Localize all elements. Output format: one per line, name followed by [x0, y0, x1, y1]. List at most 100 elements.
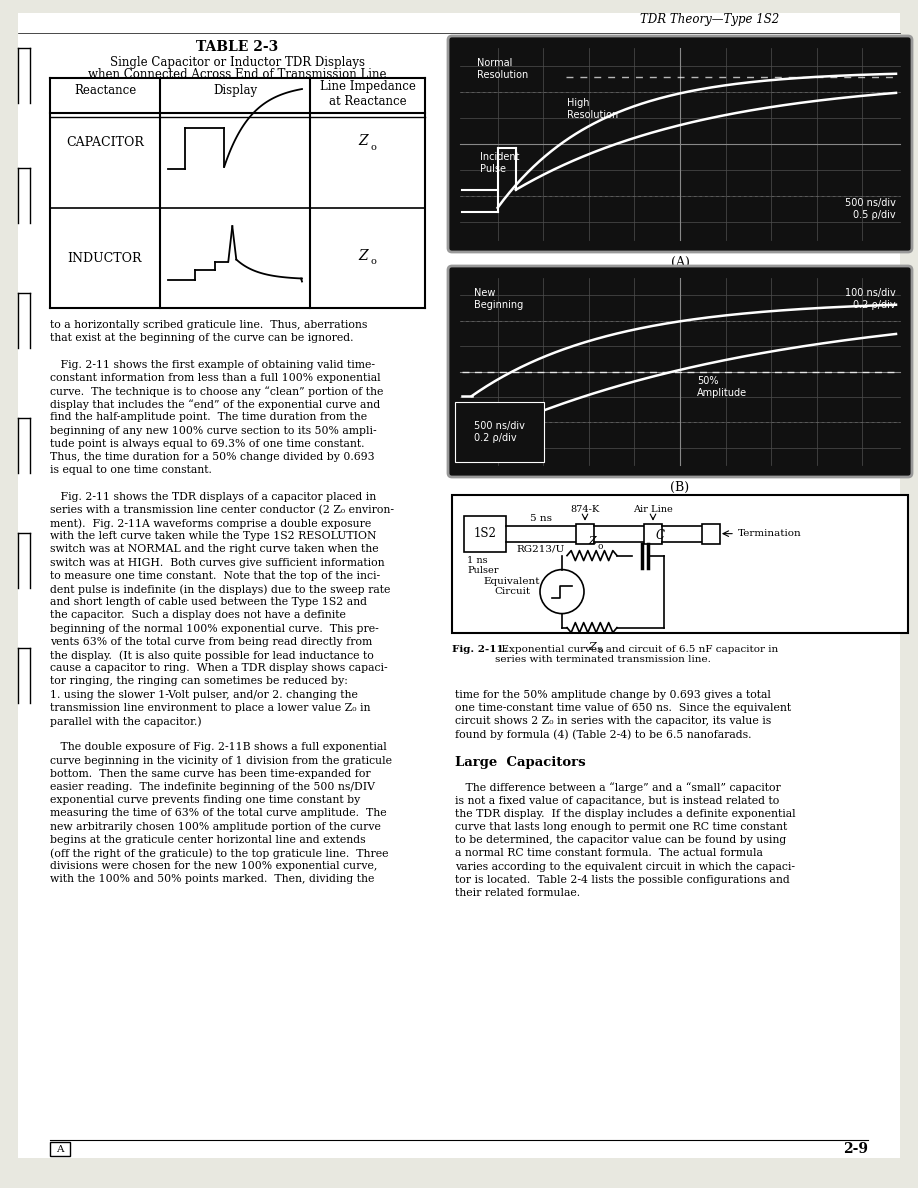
Text: the display.  (It is also quite possible for lead inductance to: the display. (It is also quite possible … — [50, 650, 374, 661]
Text: (B): (B) — [670, 481, 689, 494]
Text: new arbitrarily chosen 100% amplitude portion of the curve: new arbitrarily chosen 100% amplitude po… — [50, 822, 381, 832]
Text: INDUCTOR: INDUCTOR — [68, 252, 142, 265]
Text: switch was at HIGH.  Both curves give sufficient information: switch was at HIGH. Both curves give suf… — [50, 557, 385, 568]
Bar — [702, 524, 720, 544]
Text: and short length of cable used between the Type 1S2 and: and short length of cable used between t… — [50, 598, 367, 607]
Text: with the left curve taken while the Type 1S2 RESOLUTION: with the left curve taken while the Type… — [50, 531, 376, 542]
Text: begins at the graticule center horizontal line and extends: begins at the graticule center horizonta… — [50, 835, 365, 845]
Text: Incident
Pulse: Incident Pulse — [480, 152, 520, 173]
Text: New
Beginning: New Beginning — [474, 287, 523, 310]
Text: a normal RC time constant formula.  The actual formula: a normal RC time constant formula. The a… — [455, 848, 763, 859]
Text: display that includes the “end” of the exponential curve and: display that includes the “end” of the e… — [50, 399, 380, 410]
Text: Fig. 2-11 shows the first example of obtaining valid time-: Fig. 2-11 shows the first example of obt… — [50, 360, 375, 369]
Text: 1S2: 1S2 — [474, 527, 497, 541]
Text: 500 ns/div
0.2 ρ/div: 500 ns/div 0.2 ρ/div — [474, 421, 525, 443]
Text: bottom.  Then the same curve has been time-expanded for: bottom. Then the same curve has been tim… — [50, 769, 371, 779]
Text: RG213/U: RG213/U — [517, 544, 565, 554]
Text: to a horizontally scribed graticule line.  Thus, aberrations: to a horizontally scribed graticule line… — [50, 320, 367, 330]
Text: 2-9: 2-9 — [843, 1142, 868, 1156]
Text: series with a transmission line center conductor (2 Z₀ environ-: series with a transmission line center c… — [50, 505, 394, 516]
Text: o: o — [598, 542, 603, 550]
Text: dent pulse is indefinite (in the displays) due to the sweep rate: dent pulse is indefinite (in the display… — [50, 584, 390, 594]
Text: is equal to one time constant.: is equal to one time constant. — [50, 466, 212, 475]
Text: ment).  Fig. 2-11A waveforms comprise a double exposure: ment). Fig. 2-11A waveforms comprise a d… — [50, 518, 371, 529]
Bar — [452, 495, 908, 633]
Text: Air Line: Air Line — [633, 505, 673, 513]
Text: tor ringing, the ringing can sometimes be reduced by:: tor ringing, the ringing can sometimes b… — [50, 676, 348, 687]
Text: their related formulae.: their related formulae. — [455, 887, 580, 898]
Text: Termination: Termination — [738, 529, 801, 538]
Text: to be determined, the capacitor value can be found by using: to be determined, the capacitor value ca… — [455, 835, 786, 845]
Circle shape — [540, 569, 584, 613]
Text: exponential curve prevents finding one time constant by: exponential curve prevents finding one t… — [50, 795, 360, 805]
Text: curve beginning in the vicinity of 1 division from the graticule: curve beginning in the vicinity of 1 div… — [50, 756, 392, 765]
Text: Display: Display — [213, 84, 257, 97]
Text: one time-constant time value of 650 ns.  Since the equivalent: one time-constant time value of 650 ns. … — [455, 703, 791, 713]
Text: easier reading.  The indefinite beginning of the 500 ns/DIV: easier reading. The indefinite beginning… — [50, 782, 375, 792]
Text: that exist at the beginning of the curve can be ignored.: that exist at the beginning of the curve… — [50, 333, 353, 343]
Text: parallel with the capacitor.): parallel with the capacitor.) — [50, 716, 202, 727]
Text: 500 ns/div
0.5 ρ/div: 500 ns/div 0.5 ρ/div — [845, 198, 896, 220]
Text: the capacitor.  Such a display does not have a definite: the capacitor. Such a display does not h… — [50, 611, 346, 620]
Text: Reactance: Reactance — [73, 84, 136, 97]
Text: 50%
Amplitude: 50% Amplitude — [697, 377, 747, 398]
Text: A: A — [56, 1144, 63, 1154]
Text: Z: Z — [588, 642, 596, 651]
Text: to measure one time constant.  Note that the top of the inci-: to measure one time constant. Note that … — [50, 570, 380, 581]
Text: Normal
Resolution: Normal Resolution — [477, 58, 528, 80]
Text: curve.  The technique is to choose any “clean” portion of the: curve. The technique is to choose any “c… — [50, 386, 384, 397]
Text: is not a fixed value of capacitance, but is instead related to: is not a fixed value of capacitance, but… — [455, 796, 779, 805]
Text: (A): (A) — [670, 255, 689, 268]
Text: 1. using the slower 1-Volt pulser, and/or 2. changing the: 1. using the slower 1-Volt pulser, and/o… — [50, 689, 358, 700]
Text: Exponential curves and circuit of 6.5 nF capacitor in
series with terminated tra: Exponential curves and circuit of 6.5 nF… — [495, 645, 778, 664]
Text: constant information from less than a full 100% exponential: constant information from less than a fu… — [50, 373, 381, 383]
Text: 1 ns
Pulser: 1 ns Pulser — [467, 556, 498, 575]
Text: varies according to the equivalent circuit in which the capaci-: varies according to the equivalent circu… — [455, 861, 795, 872]
Text: Equivalent
Circuit: Equivalent Circuit — [484, 577, 541, 596]
Text: circuit shows 2 Z₀ in series with the capacitor, its value is: circuit shows 2 Z₀ in series with the ca… — [455, 716, 771, 726]
FancyBboxPatch shape — [448, 266, 912, 478]
Bar — [644, 524, 662, 544]
Text: o: o — [371, 258, 376, 266]
Text: The difference between a “large” and a “small” capacitor: The difference between a “large” and a “… — [455, 783, 780, 794]
Text: C: C — [656, 529, 665, 542]
Text: 100 ns/div
0.2 ρ/div: 100 ns/div 0.2 ρ/div — [845, 287, 896, 310]
Text: switch was at NORMAL and the right curve taken when the: switch was at NORMAL and the right curve… — [50, 544, 378, 555]
Text: Line Impedance
at Reactance: Line Impedance at Reactance — [319, 80, 416, 108]
Text: 5 ns: 5 ns — [530, 513, 552, 523]
Text: Fig. 2-11.: Fig. 2-11. — [452, 645, 508, 655]
Text: beginning of the normal 100% exponential curve.  This pre-: beginning of the normal 100% exponential… — [50, 624, 379, 633]
Text: measuring the time of 63% of the total curve amplitude.  The: measuring the time of 63% of the total c… — [50, 808, 386, 819]
Text: curve that lasts long enough to permit one RC time constant: curve that lasts long enough to permit o… — [455, 822, 788, 832]
Text: find the half-amplitude point.  The time duration from the: find the half-amplitude point. The time … — [50, 412, 367, 423]
Text: Single Capacitor or Inductor TDR Displays: Single Capacitor or Inductor TDR Display… — [110, 56, 365, 69]
Text: cause a capacitor to ring.  When a TDR display shows capaci-: cause a capacitor to ring. When a TDR di… — [50, 663, 387, 674]
FancyBboxPatch shape — [448, 36, 912, 252]
Text: The double exposure of Fig. 2-11B shows a full exponential: The double exposure of Fig. 2-11B shows … — [50, 742, 386, 752]
Text: time for the 50% amplitude change by 0.693 gives a total: time for the 50% amplitude change by 0.6… — [455, 690, 771, 700]
Text: High
Resolution: High Resolution — [567, 97, 618, 120]
Text: tor is located.  Table 2-4 lists the possible configurations and: tor is located. Table 2-4 lists the poss… — [455, 874, 789, 885]
Bar — [50, 1142, 70, 1156]
Text: tude point is always equal to 69.3% of one time constant.: tude point is always equal to 69.3% of o… — [50, 438, 364, 449]
Bar — [576, 524, 594, 544]
Text: Thus, the time duration for a 50% change divided by 0.693: Thus, the time duration for a 50% change… — [50, 451, 375, 462]
Text: Z: Z — [359, 134, 368, 148]
Text: TDR Theory—Type 1S2: TDR Theory—Type 1S2 — [640, 13, 779, 26]
Text: TABLE 2-3: TABLE 2-3 — [196, 40, 279, 53]
Text: the TDR display.  If the display includes a definite exponential: the TDR display. If the display includes… — [455, 809, 796, 819]
Text: found by formula (4) (Table 2-4) to be 6.5 nanofarads.: found by formula (4) (Table 2-4) to be 6… — [455, 729, 752, 740]
Text: 874-K: 874-K — [570, 505, 599, 513]
Text: transmission line environment to place a lower value Z₀ in: transmission line environment to place a… — [50, 703, 371, 713]
Text: (off the right of the graticule) to the top graticule line.  Three: (off the right of the graticule) to the … — [50, 848, 388, 859]
Text: vents 63% of the total curve from being read directly from: vents 63% of the total curve from being … — [50, 637, 373, 646]
Text: o: o — [371, 143, 376, 152]
Text: Fig. 2-11 shows the TDR displays of a capacitor placed in: Fig. 2-11 shows the TDR displays of a ca… — [50, 492, 376, 501]
Text: with the 100% and 50% points marked.  Then, dividing the: with the 100% and 50% points marked. The… — [50, 874, 375, 884]
Text: o: o — [598, 645, 603, 655]
Text: Z: Z — [359, 249, 368, 263]
Text: Large  Capacitors: Large Capacitors — [455, 756, 586, 769]
Text: divisions were chosen for the new 100% exponential curve,: divisions were chosen for the new 100% e… — [50, 861, 377, 871]
Text: when Connected Across End of Transmission Line: when Connected Across End of Transmissio… — [88, 68, 386, 81]
Bar — [464, 516, 506, 551]
